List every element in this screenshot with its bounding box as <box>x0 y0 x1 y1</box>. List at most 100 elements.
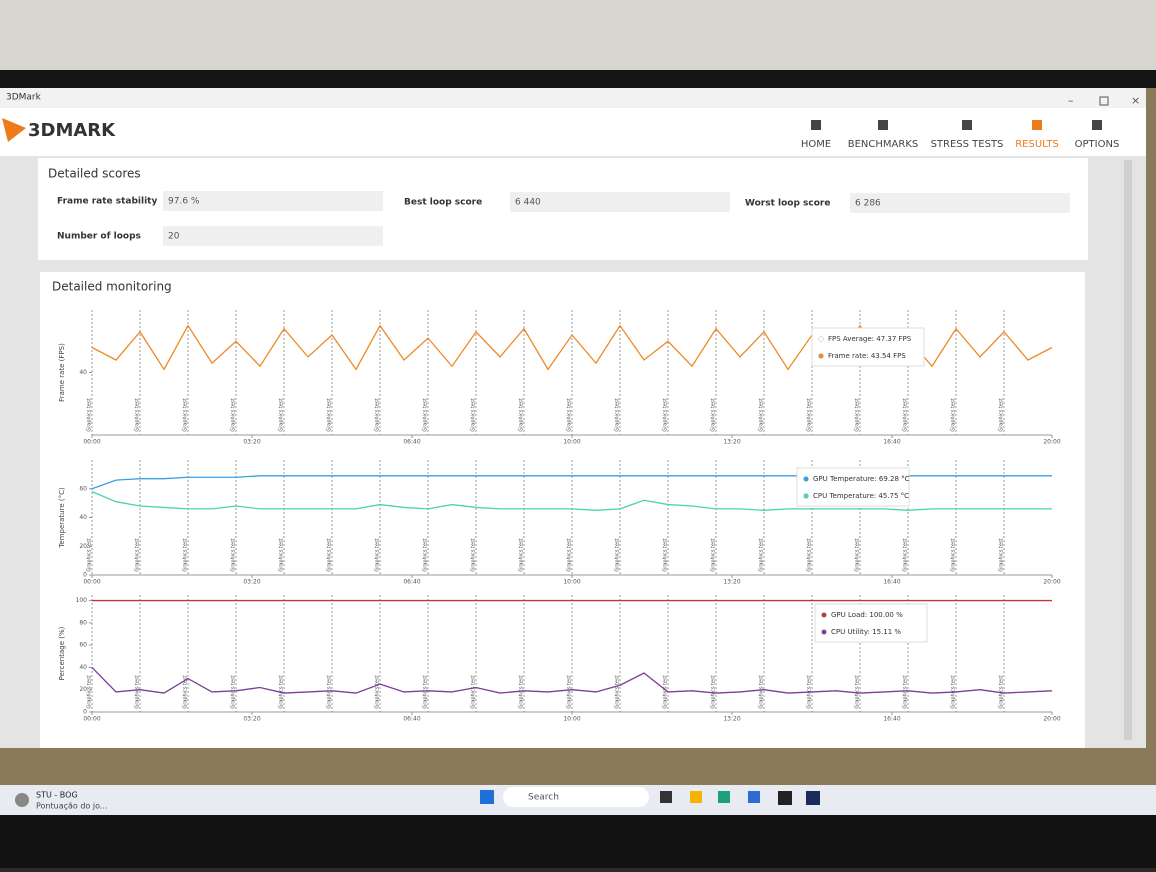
score-field <box>163 191 383 211</box>
x-tick-label: 20:00 <box>1043 716 1060 723</box>
nav-item[interactable]: STRESS TESTS <box>931 139 1004 150</box>
x-tick-label: 10:00 <box>563 439 580 446</box>
y-axis-label: Frame rate (FPS) <box>58 343 66 402</box>
loop-marker-label: Graphics test <box>711 538 717 571</box>
x-tick-label: 20:00 <box>1043 439 1060 446</box>
taskbar-app[interactable] <box>718 791 730 803</box>
legend-dot <box>803 493 809 499</box>
loop-marker-label: Graphics test <box>183 398 189 431</box>
scores-title: Detailed scores <box>48 167 141 181</box>
loop-marker-label: Graphics test <box>903 538 909 571</box>
loop-marker-label: Graphics test <box>903 675 909 708</box>
score-field <box>163 226 383 246</box>
loop-marker-label: Graphics test <box>471 398 477 431</box>
close[interactable]: × <box>1131 94 1140 107</box>
loop-marker-label: Graphics test <box>807 398 813 431</box>
monitor-bezel <box>0 815 1156 868</box>
loop-marker-label: Graphics test <box>663 538 669 571</box>
loop-marker-label: Graphics test <box>231 675 237 708</box>
loop-marker-label: Graphics test <box>423 675 429 708</box>
legend-dot <box>818 353 824 359</box>
loop-marker-label: Graphics test <box>567 538 573 571</box>
loop-marker-label: Graphics test <box>135 675 141 708</box>
legend-label: CPU Utility: 15.11 % <box>831 628 901 636</box>
loop-marker-label: Graphics test <box>471 675 477 708</box>
series-line <box>91 666 1053 694</box>
x-tick-label: 06:40 <box>403 579 420 586</box>
score-field <box>850 193 1070 213</box>
taskbar-app[interactable] <box>660 791 672 803</box>
taskbar-app[interactable] <box>748 791 760 803</box>
loop-marker-label: Graphics test <box>759 538 765 571</box>
score-label: Number of loops <box>57 232 141 242</box>
app-header <box>0 108 1146 156</box>
monitoring-title: Detailed monitoring <box>52 280 172 294</box>
nav-icon[interactable] <box>1032 120 1042 130</box>
loop-marker-label: Graphics test <box>87 675 93 708</box>
y-tick-label: 60 <box>79 485 87 492</box>
notification-text[interactable]: Pontuação do jo... <box>36 802 107 811</box>
scrollbar[interactable] <box>1124 160 1132 740</box>
legend-box <box>814 603 928 643</box>
nav-item[interactable]: BENCHMARKS <box>848 139 918 150</box>
nav-icon[interactable] <box>1092 120 1102 130</box>
loop-marker-label: Graphics test <box>87 538 93 571</box>
legend-label: Frame rate: 43.54 FPS <box>828 352 906 360</box>
maximize[interactable] <box>1099 96 1109 106</box>
window-title: 3DMark <box>6 93 42 103</box>
notification-title[interactable]: STU - BOG <box>36 791 78 800</box>
score-value: 20 <box>168 232 180 242</box>
loop-marker-label: Graphics test <box>519 538 525 571</box>
loop-marker-label: Graphics test <box>567 675 573 708</box>
loop-marker-label: Graphics test <box>423 538 429 571</box>
x-tick-label: 03:20 <box>243 579 260 586</box>
loop-marker-label: Graphics test <box>279 538 285 571</box>
taskbar-app[interactable] <box>690 791 702 803</box>
score-value: 6 286 <box>855 199 881 209</box>
legend-dot <box>821 612 827 618</box>
score-value: 97.6 % <box>168 197 200 207</box>
loop-marker-label: Graphics test <box>327 398 333 431</box>
x-tick-label: 10:00 <box>563 716 580 723</box>
x-tick-label: 16:40 <box>883 579 900 586</box>
score-value: 6 440 <box>515 198 541 208</box>
series-line <box>91 491 1052 511</box>
x-tick-label: 00:00 <box>83 439 100 446</box>
taskbar-app[interactable] <box>806 791 820 805</box>
loop-marker-label: Graphics test <box>423 398 429 431</box>
search-text[interactable]: Search <box>528 793 559 803</box>
nav-icon[interactable] <box>811 120 821 130</box>
search-box[interactable] <box>503 787 649 807</box>
x-tick-label: 03:20 <box>243 439 260 446</box>
x-tick-label: 00:00 <box>83 579 100 586</box>
taskbar-app[interactable] <box>778 791 792 805</box>
nav-icon[interactable] <box>962 120 972 130</box>
x-tick-label: 00:00 <box>83 716 100 723</box>
loop-marker-label: Graphics test <box>759 398 765 431</box>
nav-item[interactable]: HOME <box>801 139 831 150</box>
loop-marker-label: Graphics test <box>999 675 1005 708</box>
loop-marker-label: Graphics test <box>663 675 669 708</box>
loop-marker-label: Graphics test <box>375 675 381 708</box>
minimize[interactable]: – <box>1068 94 1074 107</box>
loop-marker-label: Graphics test <box>519 398 525 431</box>
score-label: Worst loop score <box>745 199 830 209</box>
loop-marker-label: Graphics test <box>615 538 621 571</box>
loop-marker-label: Graphics test <box>855 538 861 571</box>
score-label: Frame rate stability <box>57 197 157 207</box>
legend-label: FPS Average: 47.37 FPS <box>828 335 912 343</box>
loop-marker-label: Graphics test <box>711 675 717 708</box>
loop-marker-label: Graphics test <box>615 398 621 431</box>
y-tick-label: 0 <box>83 572 87 579</box>
loop-marker-label: Graphics test <box>135 538 141 571</box>
legend-box <box>796 467 910 507</box>
start-button[interactable] <box>480 790 494 804</box>
nav-icon[interactable] <box>878 120 888 130</box>
loop-marker-label: Graphics test <box>855 398 861 431</box>
loop-marker-label: Graphics test <box>471 538 477 571</box>
monitoring-panel <box>40 272 1085 748</box>
score-label: Best loop score <box>404 198 482 208</box>
x-tick-label: 20:00 <box>1043 579 1060 586</box>
nav-item[interactable]: OPTIONS <box>1075 139 1120 150</box>
nav-item[interactable]: RESULTS <box>1015 139 1059 150</box>
